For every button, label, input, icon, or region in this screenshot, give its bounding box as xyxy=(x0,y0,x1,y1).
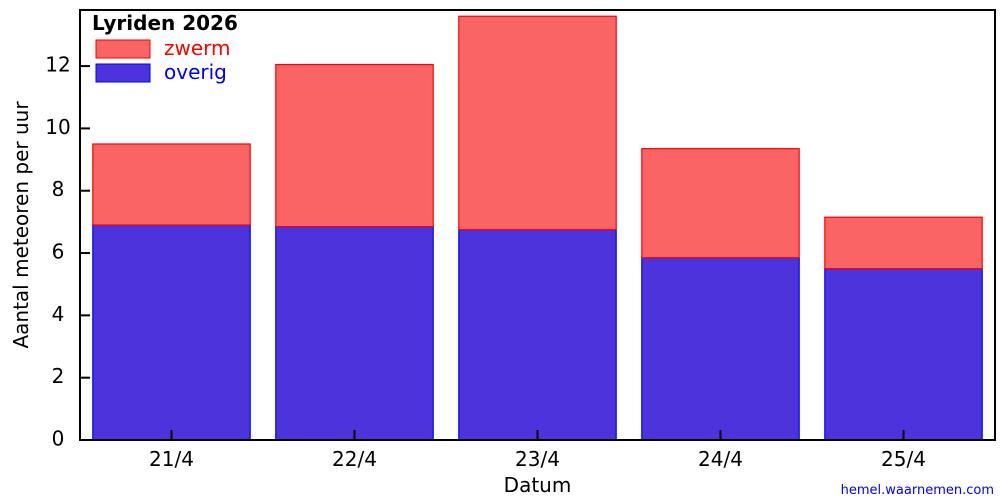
legend-swatch-zwerm xyxy=(96,40,150,58)
bar-overig xyxy=(459,230,616,440)
legend-swatch-overig xyxy=(96,64,150,82)
bar-zwerm xyxy=(276,65,433,227)
y-tick-label: 12 xyxy=(45,53,70,77)
bar-overig xyxy=(276,227,433,440)
y-tick-label: 4 xyxy=(52,302,65,326)
y-tick-label: 0 xyxy=(52,427,65,451)
chart-svg: 21/4 22/4 23/4 24/4 25/4 0 2 4 6 8 10 12 Aantal mete… xyxy=(0,0,1000,500)
y-tick-label: 10 xyxy=(45,115,70,139)
y-tick-label: 6 xyxy=(52,240,65,264)
x-tick-label: 22/4 xyxy=(332,447,377,471)
bar-zwerm xyxy=(459,16,616,229)
legend-label-overig: overig xyxy=(164,60,227,84)
x-tick-label: 21/4 xyxy=(149,447,194,471)
legend-label-zwerm: zwerm xyxy=(164,36,231,60)
y-tick-label: 2 xyxy=(52,364,65,388)
bar-overig xyxy=(825,269,982,440)
x-tick-label: 23/4 xyxy=(515,447,560,471)
bar-overig xyxy=(93,225,250,440)
x-tick-label: 24/4 xyxy=(698,447,743,471)
y-tick-label: 8 xyxy=(52,177,65,201)
bar-zwerm xyxy=(642,149,799,258)
x-axis-label: Datum xyxy=(504,473,572,497)
chart-container: 21/4 22/4 23/4 24/4 25/4 0 2 4 6 8 10 12 Aantal mete… xyxy=(0,0,1000,500)
bar-zwerm xyxy=(93,144,250,225)
bar-zwerm xyxy=(825,217,982,268)
attribution-link[interactable]: hemel.waarnemen.com xyxy=(841,483,994,498)
y-axis-label: Aantal meteoren per uur xyxy=(9,101,33,349)
chart-title: Lyriden 2026 xyxy=(92,11,238,35)
x-tick-label: 25/4 xyxy=(881,447,926,471)
bar-overig xyxy=(642,258,799,440)
